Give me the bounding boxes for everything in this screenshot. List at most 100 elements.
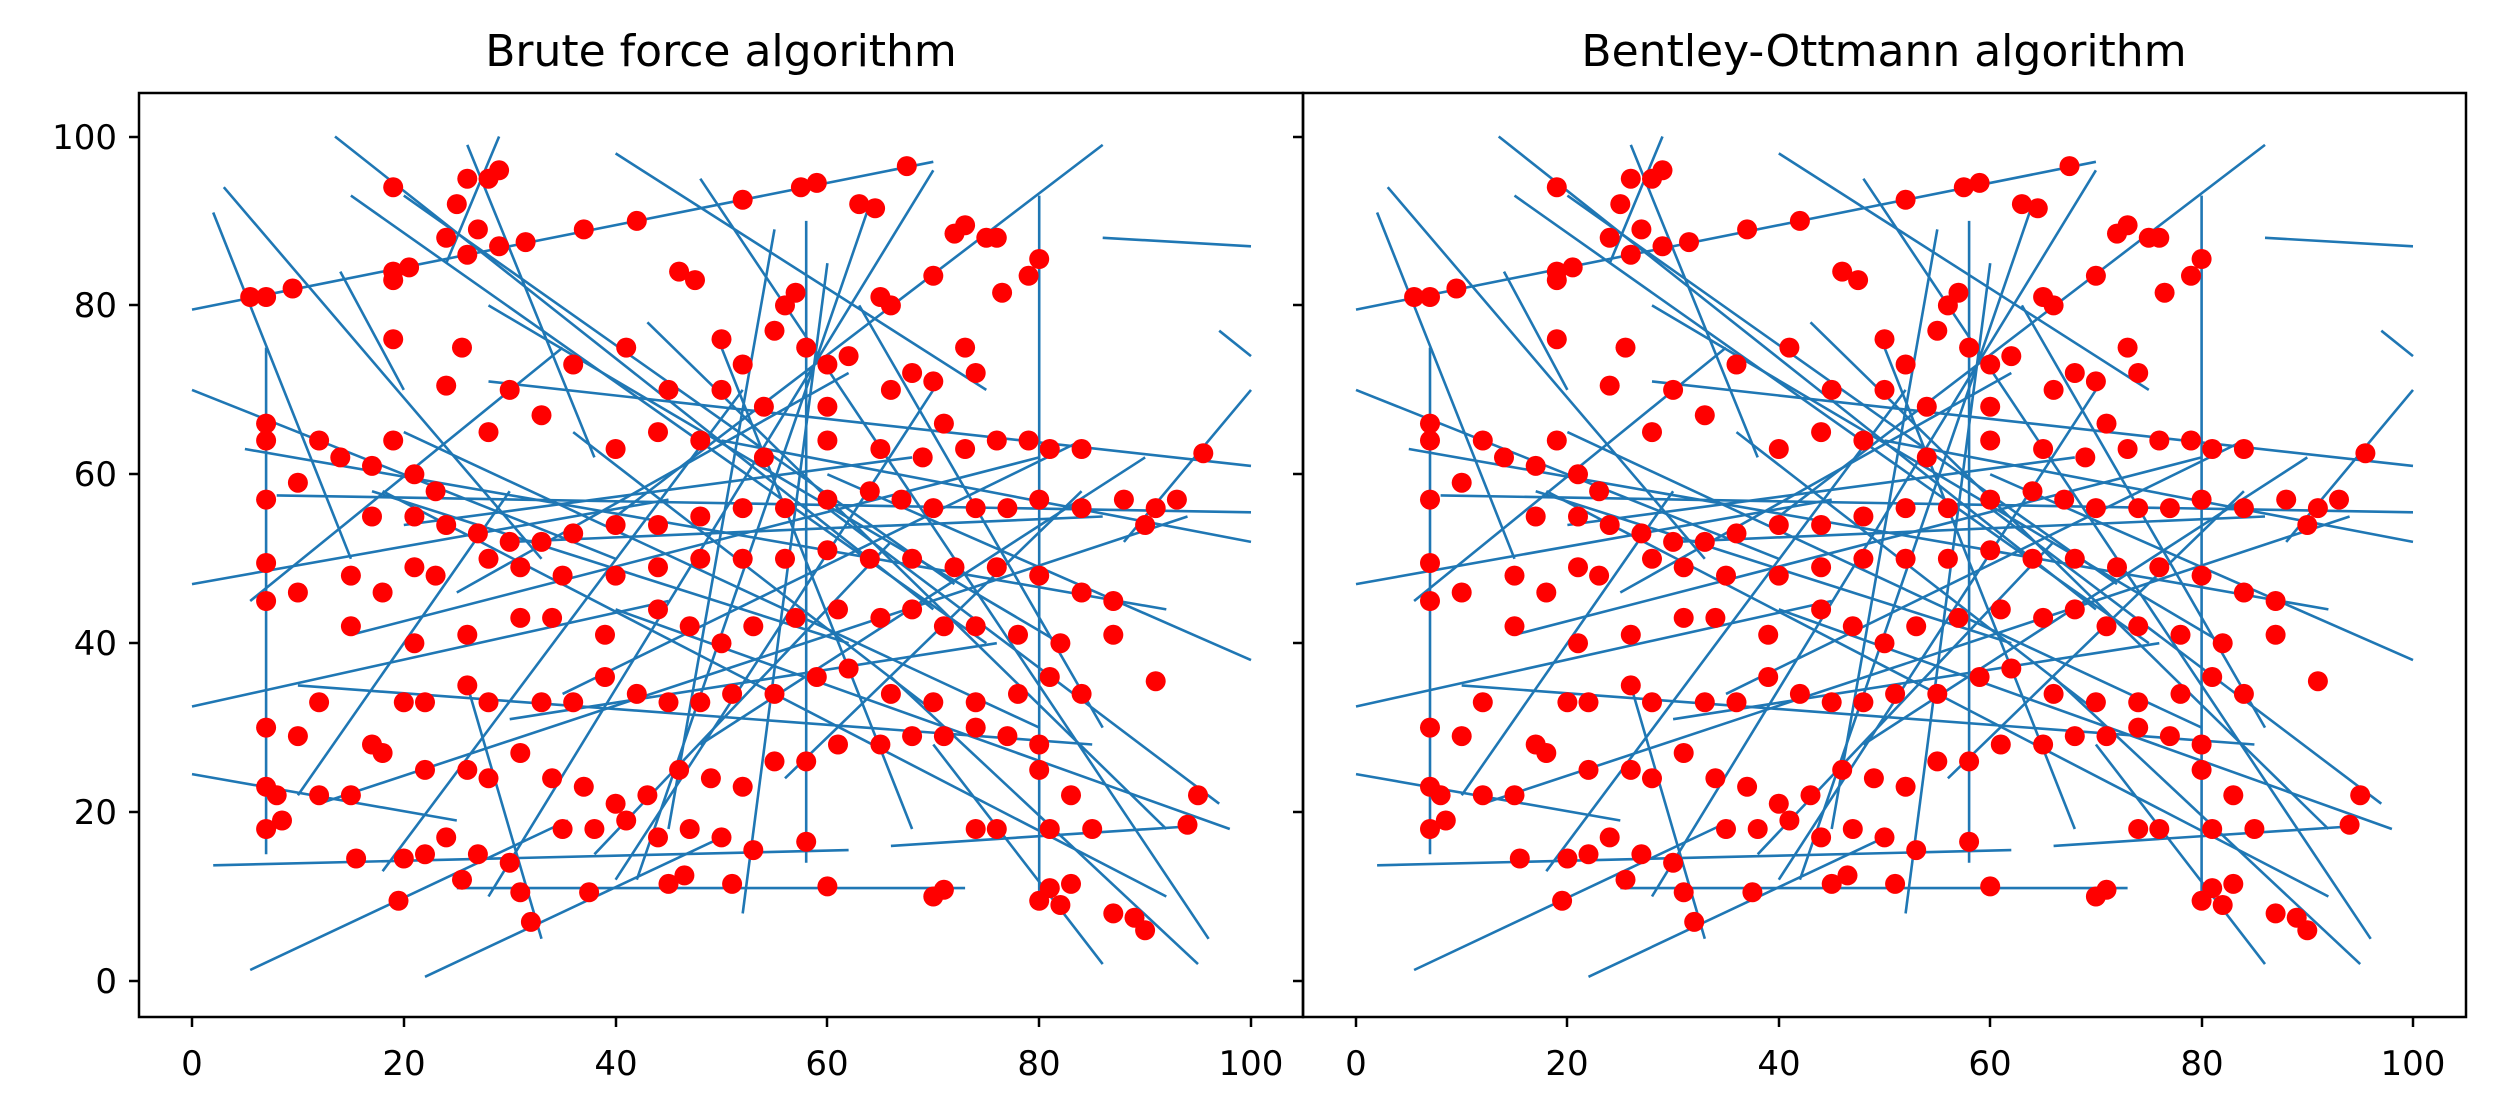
x-tick-label: 40 — [594, 1044, 637, 1084]
intersection-point — [806, 172, 827, 193]
intersection-point — [2149, 227, 2170, 248]
intersection-point — [817, 540, 838, 561]
intersection-point — [1568, 506, 1588, 527]
intersection-point — [1895, 354, 1916, 375]
intersection-point — [1747, 819, 1768, 839]
intersection-point — [372, 582, 393, 603]
intersection-point — [965, 717, 986, 738]
intersection-point — [1694, 692, 1715, 713]
intersection-point — [1420, 717, 1440, 738]
intersection-point — [870, 607, 891, 628]
intersection-point — [1642, 692, 1662, 713]
intersection-point — [1779, 810, 1800, 831]
intersection-point — [902, 548, 923, 569]
intersection-point — [1193, 443, 1214, 464]
intersection-point — [1029, 759, 1050, 780]
intersection-point — [2033, 287, 2054, 307]
intersection-point — [2159, 498, 2180, 519]
intersection-point — [330, 447, 351, 468]
intersection-point — [790, 177, 811, 198]
intersection-point — [1895, 548, 1916, 569]
line-segment — [509, 515, 1103, 544]
intersection-point — [732, 776, 753, 797]
intersection-point — [1525, 506, 1546, 527]
intersection-point — [669, 759, 690, 780]
intersection-point — [1552, 890, 1573, 911]
intersection-point — [515, 232, 536, 253]
intersection-point — [467, 844, 488, 865]
intersection-point — [1980, 876, 2001, 897]
intersection-point — [933, 879, 954, 900]
intersection-point — [658, 379, 679, 400]
intersection-point — [552, 565, 573, 586]
intersection-point — [340, 785, 361, 806]
intersection-point — [1103, 624, 1124, 645]
intersection-point — [648, 515, 668, 535]
intersection-point — [2233, 683, 2254, 704]
intersection-point — [272, 810, 292, 831]
intersection-point — [2191, 759, 2212, 780]
intersection-point — [2181, 265, 2201, 286]
line-segment — [1566, 430, 2203, 729]
panel-title: Bentley-Ottmann algorithm — [1581, 26, 2186, 77]
line-segment — [1102, 236, 1252, 248]
y-tick-label: 40 — [74, 624, 117, 664]
intersection-point — [452, 869, 472, 890]
intersection-point — [880, 379, 901, 400]
intersection-point — [902, 599, 923, 620]
intersection-point — [648, 827, 668, 848]
line-segment — [826, 507, 1220, 805]
line-segment — [334, 135, 935, 611]
intersection-point — [372, 743, 393, 763]
intersection-point — [1916, 396, 1937, 417]
line-segment — [1989, 507, 2383, 805]
intersection-point — [1768, 565, 1789, 586]
intersection-point — [1546, 270, 1567, 291]
line-segment — [890, 676, 1199, 966]
intersection-point — [2202, 819, 2223, 839]
intersection-point — [1980, 354, 2001, 375]
intersection-point — [1663, 379, 1684, 400]
intersection-point — [732, 354, 753, 375]
intersection-point — [2064, 363, 2085, 383]
y-tick-label: 20 — [74, 793, 117, 833]
x-axis: 0 20 40 60 80 100 — [181, 1017, 1283, 1084]
intersection-point — [1663, 852, 1684, 873]
intersection-point — [1885, 683, 1906, 704]
intersection-point — [902, 726, 923, 747]
intersection-point — [1451, 472, 1472, 493]
line-segment — [1778, 152, 2150, 391]
intersection-point — [1980, 396, 2001, 417]
line-segment — [487, 304, 1062, 645]
line-segment — [1629, 685, 1707, 940]
intersection-point — [923, 265, 944, 286]
line-segment — [211, 212, 353, 560]
intersection-point — [1050, 895, 1071, 915]
line-segment — [741, 263, 829, 914]
panel-bentley-ottmann: Bentley-Ottmann algorithm 0 20 40 60 80 … — [1293, 26, 2468, 1084]
line-segment — [350, 456, 1040, 637]
intersection-point — [1061, 785, 1081, 806]
intersection-point — [542, 768, 563, 789]
intersection-point — [1953, 177, 1974, 198]
intersection-point — [637, 785, 658, 806]
intersection-point — [1874, 827, 1895, 848]
intersection-point — [1578, 692, 1599, 713]
intersection-point — [573, 776, 594, 797]
panel-brute-force: Brute force algorithm 0 20 40 60 80 100 … — [52, 26, 1305, 1084]
intersection-point — [923, 498, 944, 519]
intersection-point — [2265, 624, 2286, 645]
intersection-point — [2233, 582, 2254, 603]
intersection-point — [764, 751, 785, 772]
intersection-point — [2022, 481, 2043, 502]
line-segment — [456, 371, 850, 594]
intersection-point — [2191, 565, 2212, 586]
intersection-point — [1726, 523, 1747, 544]
intersection-point — [1103, 591, 1124, 611]
intersection-point — [2064, 726, 2085, 747]
intersection-point — [1768, 515, 1789, 535]
intersection-point — [1472, 430, 1493, 451]
intersection-point — [1980, 540, 2001, 561]
intersection-point — [2096, 726, 2117, 747]
